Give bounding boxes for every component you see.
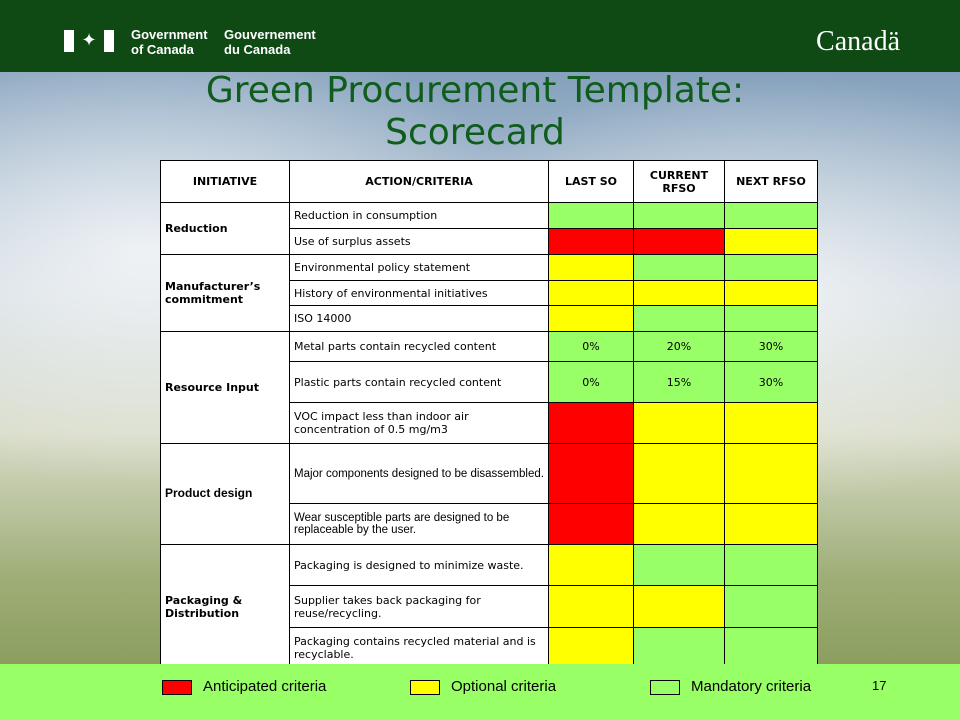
column-header-action: ACTION/CRITERIA [289,160,549,203]
column-header-current-rfso: CURRENT RFSO [633,160,725,203]
header-bar: ✦ Government of Canada Gouvernement du C… [0,0,960,72]
action-criteria-cell: Packaging contains recycled material and… [289,627,549,669]
initiative-cell: Reduction [160,202,290,255]
gouvernement-du-canada-label: Gouvernement du Canada [224,27,316,57]
status-cell-last-so [548,228,634,255]
action-criteria-cell: Wear susceptible parts are designed to b… [289,503,549,545]
table-row: Wear susceptible parts are designed to b… [161,503,818,545]
action-criteria-cell: Use of surplus assets [289,228,549,255]
initiative-cell: Product design [160,443,290,545]
initiative-cell: Manufacturer’s commitment [160,254,290,332]
column-header-last-so: LAST SO [548,160,634,203]
scorecard-table: INITIATIVE ACTION/CRITERIA LAST SO CURRE… [160,160,818,669]
status-cell-current-rfso [633,544,725,586]
table-row: Supplier takes back packaging for reuse/… [161,585,818,628]
table-row: Packaging & Distribution Packaging is des… [160,544,818,669]
status-cell-next-rfso: 30% [724,331,818,362]
status-cell-last-so [548,503,634,545]
table-row: Resource Input Metal parts contain recycl… [160,331,818,444]
legend-swatch-anticipated [162,680,192,695]
canada-flag-icon: ✦ [64,30,114,52]
status-cell-last-so: 0% [548,331,634,362]
status-cell-next-rfso [724,544,818,586]
table-header-row: INITIATIVE ACTION/CRITERIA LAST SO CURRE… [160,160,818,203]
status-cell-current-rfso [633,202,725,229]
status-cell-next-rfso [724,627,818,669]
action-criteria-cell: Environmental policy statement [289,254,549,281]
footer-bar [0,664,960,720]
status-cell-next-rfso [724,443,818,504]
status-cell-next-rfso: 30% [724,361,818,403]
status-cell-next-rfso [724,280,818,306]
status-cell-last-so [548,280,634,306]
legend-label-optional: Optional criteria [451,678,557,695]
status-cell-next-rfso [724,305,818,332]
status-cell-next-rfso [724,585,818,628]
table-row: Plastic parts contain recycled content 0%… [161,361,818,403]
status-cell-current-rfso: 15% [633,361,725,403]
status-cell-last-so [548,443,634,504]
status-cell-current-rfso [633,305,725,332]
table-row: Manufacturer’s commitment Environmental p… [160,254,818,332]
legend-swatch-optional [410,680,440,695]
status-cell-next-rfso [724,202,818,229]
status-cell-last-so [548,627,634,669]
table-row: Reduction Reduction in consumption [160,202,818,255]
status-cell-last-so [548,585,634,628]
column-header-next-rfso: NEXT RFSO [724,160,818,203]
action-criteria-cell: History of environmental initiatives [289,280,549,306]
status-cell-last-so [548,544,634,586]
action-criteria-cell: Packaging is designed to minimize waste. [289,544,549,586]
status-cell-next-rfso [724,254,818,281]
status-cell-current-rfso [633,627,725,669]
canada-wordmark: Canadä [816,26,900,57]
action-criteria-cell: Supplier takes back packaging for reuse/… [289,585,549,628]
status-cell-current-rfso [633,254,725,281]
initiative-cell: Packaging & Distribution [160,544,290,669]
page-number: 17 [872,678,887,693]
status-cell-last-so [548,402,634,444]
table-row: Use of surplus assets [161,228,818,255]
action-criteria-cell: ISO 14000 [289,305,549,332]
status-cell-current-rfso [633,503,725,545]
status-cell-next-rfso [724,503,818,545]
status-cell-current-rfso [633,443,725,504]
status-cell-current-rfso [633,228,725,255]
legend-label-mandatory: Mandatory criteria [691,678,812,695]
action-criteria-cell: Plastic parts contain recycled content [289,361,549,403]
page-title: Green Procurement Template: Scorecard [205,70,745,153]
government-of-canada-label: Government of Canada [131,27,208,57]
status-cell-last-so [548,254,634,281]
status-cell-last-so: 0% [548,361,634,403]
legend-swatch-mandatory [650,680,680,695]
table-row: VOC impact less than indoor air concentr… [161,402,818,444]
column-header-initiative: INITIATIVE [160,160,290,203]
action-criteria-cell: Metal parts contain recycled content [289,331,549,362]
legend-label-anticipated: Anticipated criteria [203,678,327,695]
status-cell-current-rfso [633,585,725,628]
action-criteria-cell: Major components designed to be disassem… [289,443,549,504]
status-cell-last-so [548,305,634,332]
action-criteria-cell: VOC impact less than indoor air concentr… [289,402,549,444]
status-cell-current-rfso [633,280,725,306]
status-cell-last-so [548,202,634,229]
initiative-cell: Resource Input [160,331,290,444]
status-cell-current-rfso [633,402,725,444]
status-cell-next-rfso [724,402,818,444]
status-cell-current-rfso: 20% [633,331,725,362]
status-cell-next-rfso [724,228,818,255]
table-row: History of environmental initiatives [161,280,818,306]
action-criteria-cell: Reduction in consumption [289,202,549,229]
table-row: Product design Major components designed … [160,443,818,545]
